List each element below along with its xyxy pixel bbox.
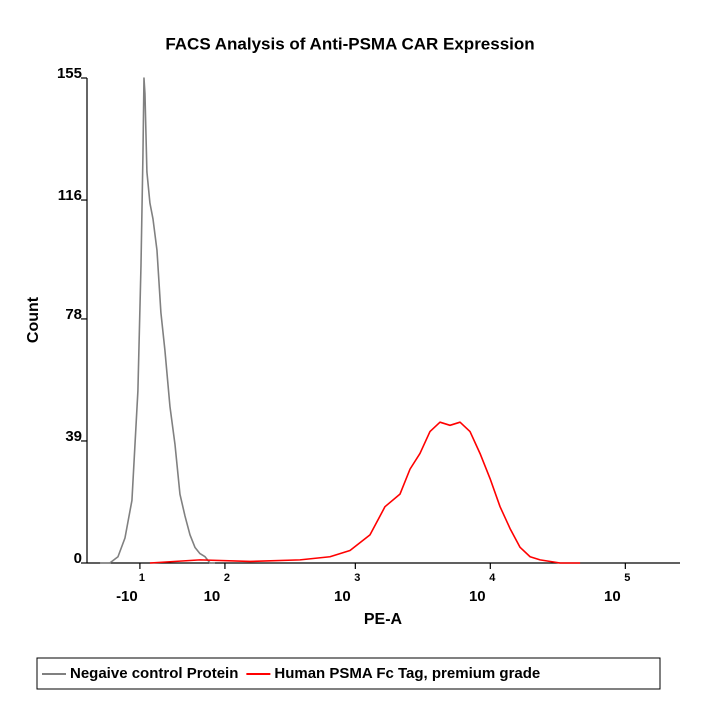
y-tick-label: 78 [65, 306, 82, 323]
y-axis-label: Count [25, 296, 42, 343]
y-tick-label: 0 [74, 550, 82, 567]
x-tick-exponent: 1 [139, 572, 145, 584]
legend-label: Negaive control Protein [70, 665, 238, 682]
x-tick-exponent: 2 [224, 572, 230, 584]
y-tick-label: 116 [58, 187, 82, 204]
legend-box [36, 657, 661, 690]
x-tick-label: 10 [469, 588, 486, 605]
x-tick-label: -10 [116, 588, 138, 605]
x-tick-label: 10 [204, 588, 221, 605]
y-tick-label: 39 [65, 428, 82, 445]
x-tick-exponent: 3 [354, 572, 360, 584]
histogram-line [149, 421, 581, 564]
x-tick-label: 10 [334, 588, 351, 605]
y-tick-label: 155 [57, 65, 82, 82]
x-tick-label: 10 [604, 588, 621, 605]
x-axis-label: PE-A [364, 611, 403, 628]
x-tick-exponent: 5 [624, 572, 630, 584]
histogram-line [100, 77, 216, 564]
legend-label: Human PSMA Fc Tag, premium grade [274, 665, 540, 682]
chart-title: FACS Analysis of Anti-PSMA CAR Expressio… [165, 34, 534, 53]
x-tick-exponent: 4 [489, 572, 496, 584]
